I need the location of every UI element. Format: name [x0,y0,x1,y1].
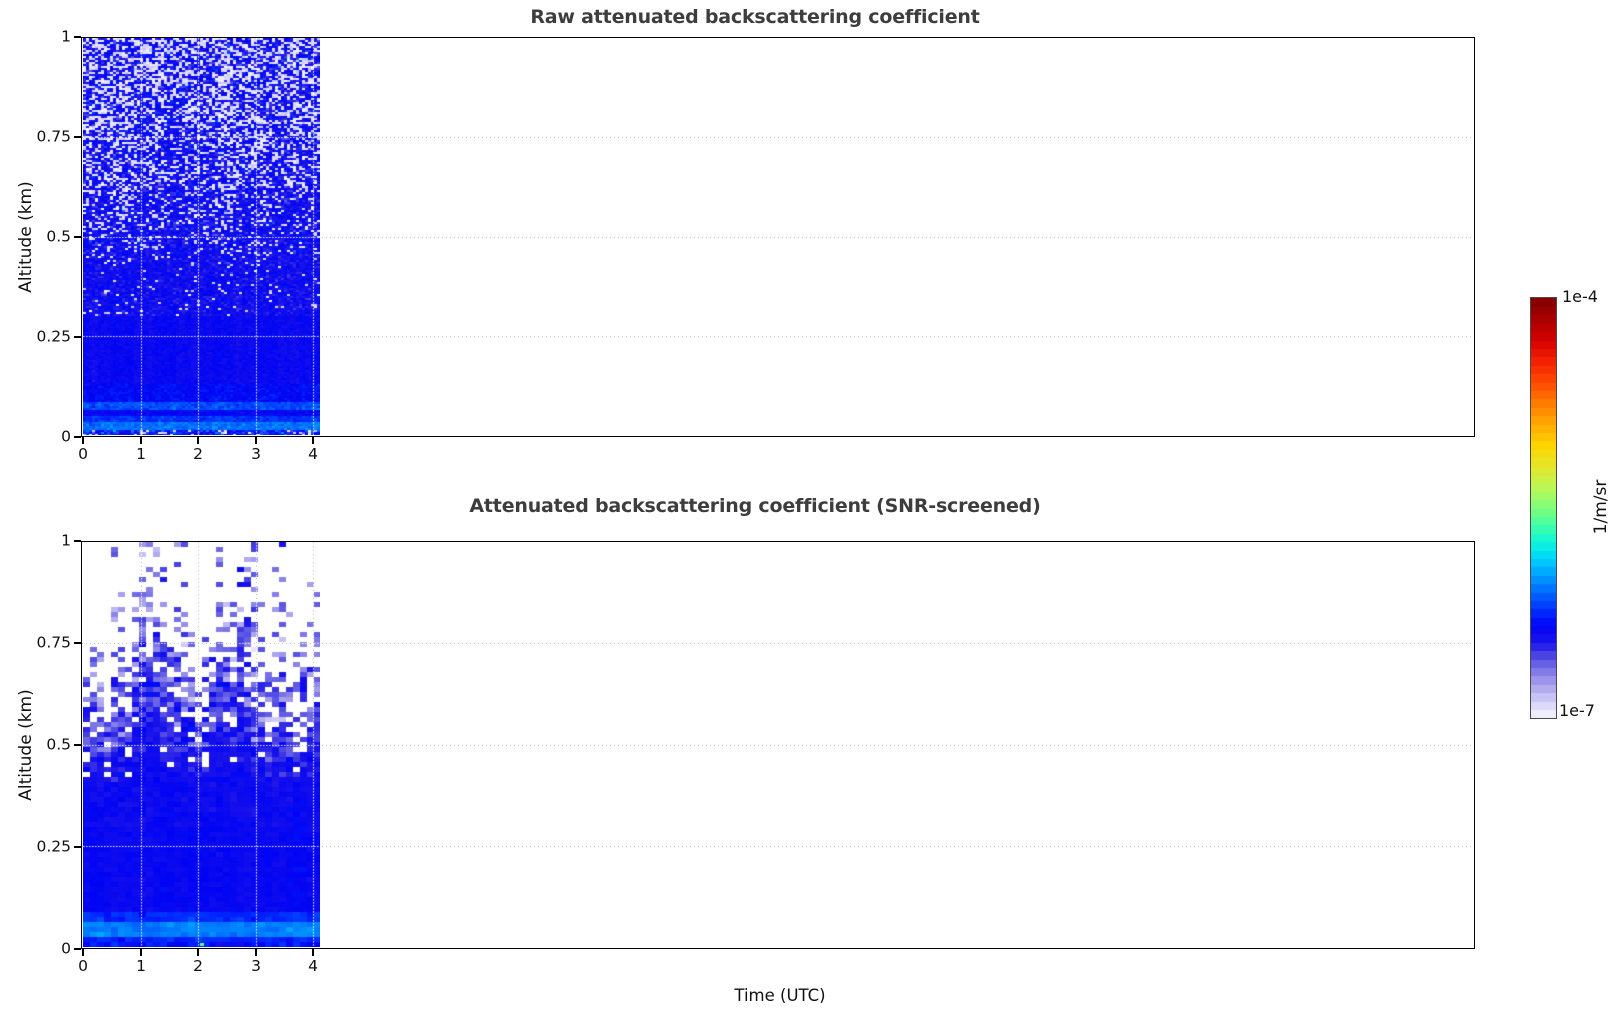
x-tick-mark [140,437,142,444]
y-tick-label: 1 [61,27,71,46]
y-tick-mark [74,744,81,746]
x-tick-label: 0 [78,957,88,975]
x-tick-mark [82,949,84,956]
y-tick-mark [74,642,81,644]
x-tick-label: 3 [251,957,261,975]
gridline-horizontal [82,336,1474,337]
x-tick-label: 1 [136,445,146,463]
gridline-horizontal [82,137,1474,138]
x-tick-mark [255,949,257,956]
x-axis-label: Time (UTC) [734,986,826,1005]
y-tick-label: 0.5 [46,735,71,754]
gridline-horizontal [82,643,1474,644]
x-tick-label: 2 [193,445,203,463]
raw-plot-area [81,37,1475,437]
screened-plot-title: Attenuated backscattering coefficient (S… [469,495,1041,517]
x-tick-label: 2 [193,957,203,975]
y-tick-label: 0 [61,939,71,958]
x-tick-mark [197,949,199,956]
y-tick-mark [74,846,81,848]
x-tick-label: 3 [251,445,261,463]
y-tick-label: 0.5 [46,227,71,246]
x-tick-mark [82,437,84,444]
y-tick-mark [74,236,81,238]
colorbar-max-label: 1e-4 [1562,287,1598,306]
gridline-horizontal [82,745,1474,746]
y-tick-mark [74,136,81,138]
colorbar [1530,297,1557,719]
y-tick-mark [74,36,81,38]
y-tick-label: 0.75 [36,633,71,652]
y-tick-label: 0.25 [36,837,71,856]
y-tick-label: 1 [61,531,71,550]
y-tick-label: 0.25 [36,327,71,346]
x-tick-mark [312,437,314,444]
gridline-horizontal [82,237,1474,238]
x-tick-label: 4 [308,957,318,975]
x-tick-label: 0 [78,445,88,463]
y-tick-mark [74,540,81,542]
y-tick-label: 0.75 [36,127,71,146]
x-tick-mark [140,949,142,956]
y-tick-mark [74,436,81,438]
x-tick-label: 1 [136,957,146,975]
y-tick-mark [74,948,81,950]
gridline-horizontal [82,846,1474,847]
raw-plot-title: Raw attenuated backscattering coefficien… [530,6,980,28]
raw-heatmap-canvas [82,38,320,435]
x-tick-label: 4 [308,445,318,463]
y-tick-label: 0 [61,427,71,446]
screened-heatmap-canvas [82,542,320,947]
colorbar-unit-label: 1/m/sr [1591,479,1611,535]
colorbar-min-label: 1e-7 [1559,701,1595,720]
x-tick-mark [197,437,199,444]
x-tick-mark [255,437,257,444]
y-tick-mark [74,336,81,338]
x-tick-mark [312,949,314,956]
screened-plot-area [81,541,1475,949]
